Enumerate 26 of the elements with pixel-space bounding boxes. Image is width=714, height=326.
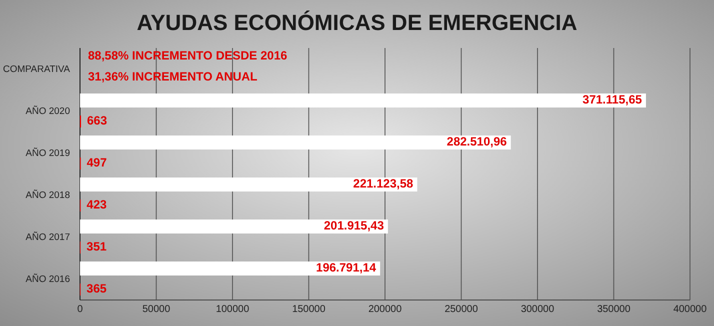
y-tick-label: AÑO 2016: [26, 273, 70, 286]
data-label: 282.510,96: [446, 134, 508, 149]
data-label: 221.123,58: [353, 176, 414, 191]
y-tick-label: AÑO 2019: [26, 147, 70, 160]
chart-title: AYUDAS ECONÓMICAS DE EMERGENCIA: [136, 10, 578, 35]
x-tick-label: 50000: [142, 304, 171, 315]
data-label: 196.791,14: [316, 260, 376, 275]
x-tick-label: 200000: [368, 304, 402, 315]
data-label: 497: [86, 156, 108, 170]
data-label: 365: [86, 282, 107, 296]
data-label: 201.915,43: [324, 218, 384, 233]
x-tick-label: 150000: [292, 304, 326, 315]
y-tick-label: COMPARATIVA: [2, 64, 71, 76]
x-tick-label: 350000: [597, 304, 631, 315]
data-label: 423: [86, 198, 107, 212]
x-tick-label: 100000: [216, 304, 250, 315]
x-tick-label: 0: [77, 304, 84, 315]
data-label: 351: [86, 240, 107, 254]
data-label: 663: [87, 114, 108, 128]
y-tick-label: AÑO 2020: [26, 105, 70, 118]
y-tick-label: AÑO 2018: [26, 189, 70, 202]
x-tick-label: 300000: [520, 304, 555, 315]
x-tick-label: 250000: [444, 304, 478, 315]
data-label: 371.115,65: [582, 92, 642, 107]
y-tick-label: AÑO 2017: [26, 231, 70, 244]
x-tick-label: 400000: [673, 304, 708, 315]
